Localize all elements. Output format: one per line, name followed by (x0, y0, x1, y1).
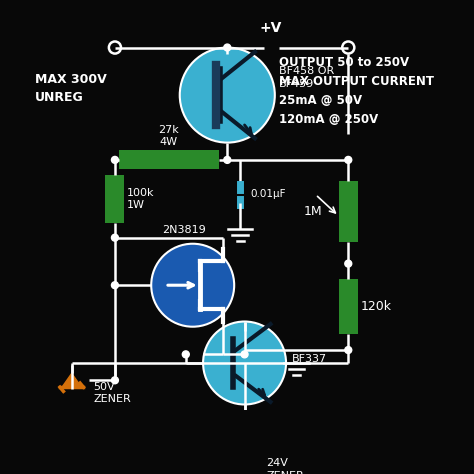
Circle shape (345, 346, 352, 354)
Circle shape (224, 156, 231, 164)
Bar (119, 150, 219, 169)
Circle shape (151, 244, 234, 327)
Text: 0.01μF: 0.01μF (251, 190, 286, 200)
Bar (105, 174, 125, 223)
Circle shape (342, 42, 355, 54)
Polygon shape (62, 374, 82, 387)
Circle shape (111, 234, 118, 241)
Text: MAX 300V
UNREG: MAX 300V UNREG (35, 73, 106, 104)
Circle shape (111, 156, 118, 164)
Text: OUTPUT 50 to 250V
MAX OUTPUT CURRENT
25mA @ 50V
120mA @ 250V: OUTPUT 50 to 250V MAX OUTPUT CURRENT 25m… (279, 56, 434, 126)
Text: BF458 OR
BF459: BF458 OR BF459 (279, 66, 334, 90)
Text: 1M: 1M (304, 205, 322, 218)
Circle shape (345, 156, 352, 164)
Text: 120k: 120k (360, 301, 392, 313)
Bar (339, 279, 358, 335)
Text: 100k
1W: 100k 1W (127, 188, 155, 210)
Circle shape (182, 351, 189, 358)
Circle shape (345, 260, 352, 267)
Text: 50V
ZENER: 50V ZENER (93, 382, 131, 404)
Text: BF337: BF337 (292, 354, 327, 364)
Circle shape (180, 47, 275, 143)
Circle shape (203, 321, 286, 404)
Text: 2N3819: 2N3819 (162, 225, 206, 235)
Circle shape (241, 351, 248, 358)
Circle shape (109, 42, 121, 54)
Bar (339, 182, 358, 242)
Polygon shape (235, 449, 254, 463)
Text: 24V
ZENER: 24V ZENER (266, 458, 304, 474)
Text: 27k
4W: 27k 4W (159, 125, 179, 147)
Circle shape (111, 377, 118, 384)
Circle shape (111, 282, 118, 289)
Circle shape (224, 44, 231, 51)
Text: +V: +V (259, 21, 282, 36)
